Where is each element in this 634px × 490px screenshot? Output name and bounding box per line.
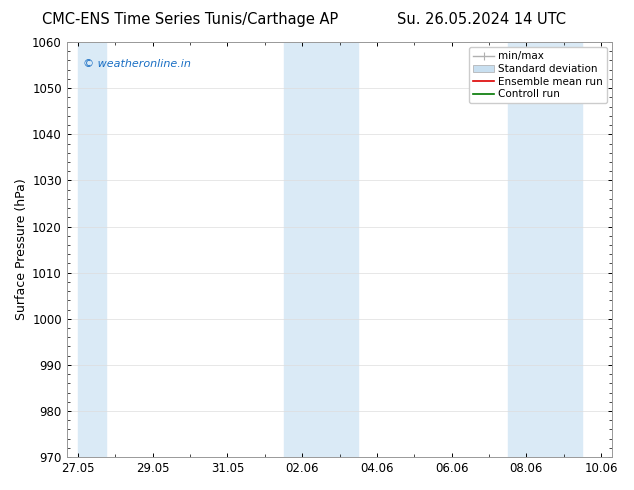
Y-axis label: Surface Pressure (hPa): Surface Pressure (hPa) [15,179,28,320]
Text: Su. 26.05.2024 14 UTC: Su. 26.05.2024 14 UTC [398,12,566,27]
Bar [78,42,106,457]
Text: © weatheronline.in: © weatheronline.in [83,59,191,69]
Legend: min/max, Standard deviation, Ensemble mean run, Controll run: min/max, Standard deviation, Ensemble me… [469,47,607,103]
Text: CMC-ENS Time Series Tunis/Carthage AP: CMC-ENS Time Series Tunis/Carthage AP [42,12,339,27]
Bar [283,42,358,457]
Bar [508,42,583,457]
